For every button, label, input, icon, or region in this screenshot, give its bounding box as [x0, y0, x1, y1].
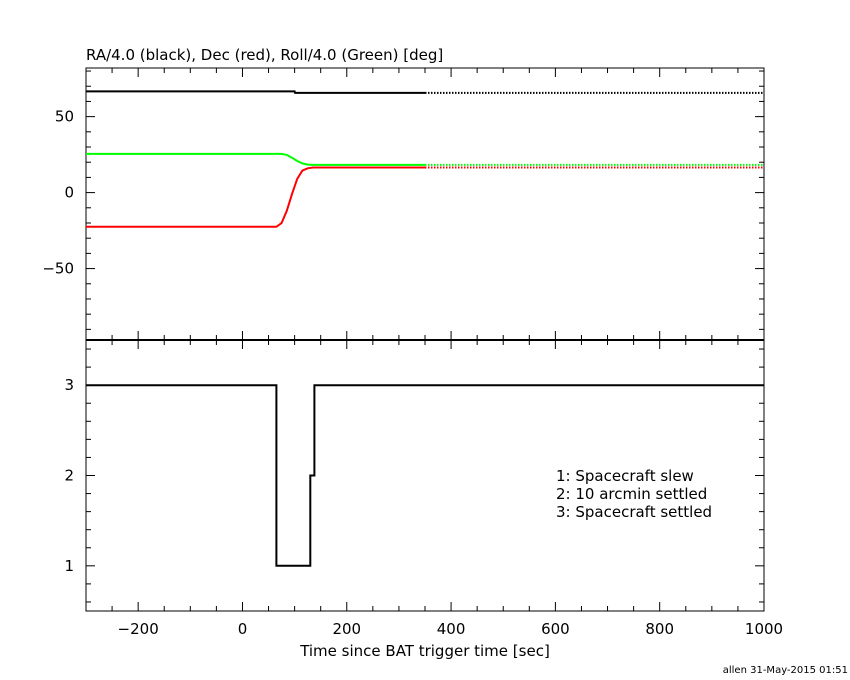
bottom-panel: 1 2 3 −200 0 200 400 600 800 1000: [64, 339, 783, 638]
top-y-tick-label: 50: [55, 108, 74, 126]
x-tick-label: 0: [238, 620, 248, 638]
top-plot-frame: [85, 67, 765, 341]
bottom-y-tick-label: 2: [64, 467, 74, 485]
top-series-roll-4-0: [86, 152, 425, 166]
x-tick-label: 800: [645, 620, 674, 638]
legend-entry: 2: 10 arcmin settled: [556, 485, 707, 503]
x-tick-label: 200: [332, 620, 361, 638]
bottom-y-tick-label: 3: [64, 376, 74, 394]
top-series-dec: [86, 166, 425, 228]
x-tick-label: −200: [118, 620, 159, 638]
legend-entry: 1: Spacecraft slew: [556, 467, 694, 485]
x-tick-label: 1000: [745, 620, 783, 638]
x-tick-label: 600: [541, 620, 570, 638]
top-y-tick-label: −50: [42, 260, 74, 278]
top-panel: −50 0 50: [42, 67, 765, 341]
footer-credit: allen 31-May-2015 01:51: [723, 665, 848, 676]
x-tick-label: 400: [437, 620, 466, 638]
bottom-series-status: [86, 384, 764, 567]
top-series-ra-4-0: [86, 90, 425, 94]
top-y-tick-label: 0: [64, 184, 74, 202]
bottom-y-tick-label: 1: [64, 557, 74, 575]
top-panel-title: RA/4.0 (black), Dec (red), Roll/4.0 (Gre…: [86, 46, 443, 64]
x-axis-label: Time since BAT trigger time [sec]: [299, 642, 550, 660]
legend-entry: 3: Spacecraft settled: [556, 503, 712, 521]
